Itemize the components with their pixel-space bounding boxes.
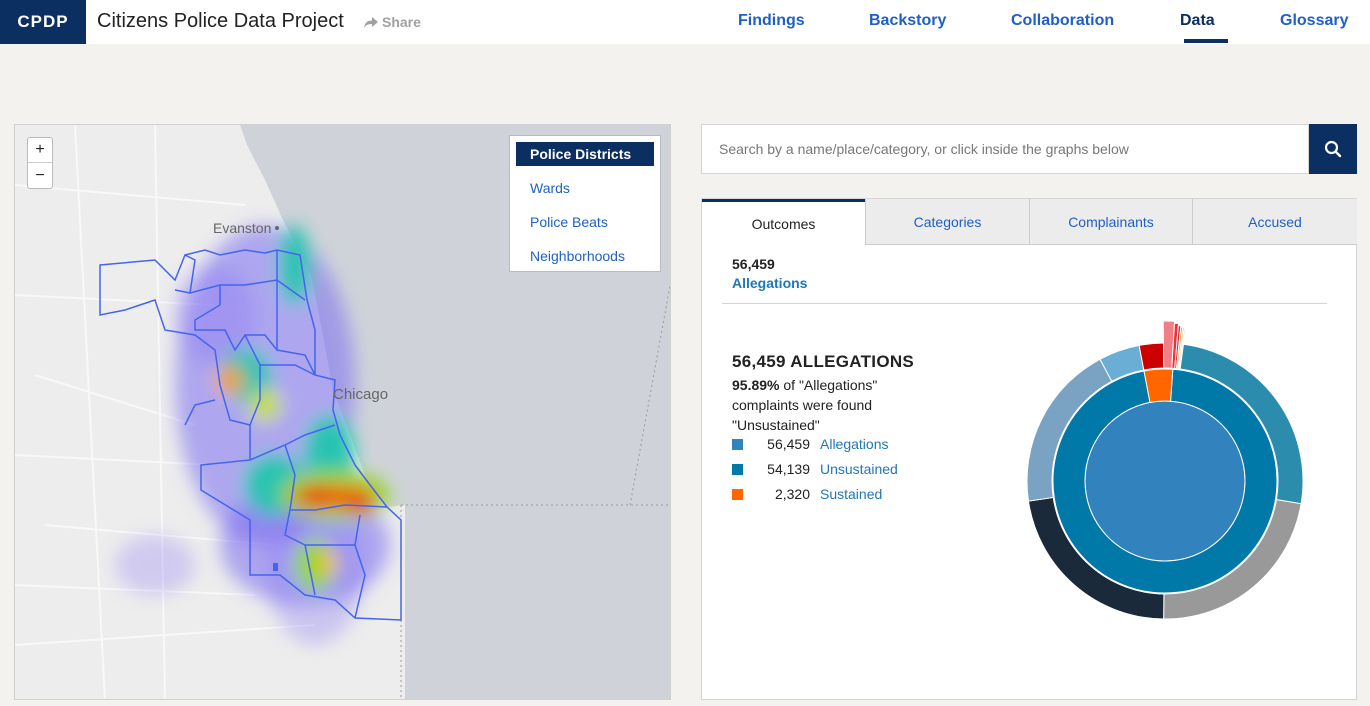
- divider: [722, 303, 1327, 304]
- legend-swatch: [732, 463, 743, 475]
- tab-categories[interactable]: Categories: [865, 199, 1029, 245]
- summary-percent: 95.89%: [732, 377, 780, 393]
- legend-unsustained[interactable]: 54,139 Unsustained: [732, 460, 898, 478]
- layer-police-beats[interactable]: Police Beats: [530, 214, 608, 230]
- nav-data[interactable]: Data: [1180, 12, 1215, 29]
- search-input[interactable]: [702, 125, 1308, 173]
- legend-swatch: [732, 488, 743, 500]
- nav-findings[interactable]: Findings: [738, 12, 805, 29]
- site-title[interactable]: Citizens Police Data Project: [97, 10, 344, 32]
- zoom-in-button[interactable]: +: [28, 138, 52, 163]
- sunburst-middle-sustained[interactable]: [1143, 368, 1174, 404]
- sunburst-outer-sustained-segment[interactable]: [1138, 342, 1165, 371]
- legend-sustained[interactable]: 2,320 Sustained: [732, 485, 882, 503]
- tab-accused[interactable]: Accused: [1192, 199, 1357, 245]
- chicago-label: Chicago: [333, 386, 389, 403]
- sunburst-chart[interactable]: [702, 199, 1358, 699]
- breadcrumb-label[interactable]: Allegations: [732, 275, 808, 291]
- share-arrow-icon: [364, 16, 378, 28]
- legend-value: 54,139: [767, 461, 810, 477]
- legend-name[interactable]: Sustained: [820, 486, 883, 502]
- outcomes-panel: Outcomes Categories Complainants Accused…: [701, 198, 1357, 700]
- search-button[interactable]: [1309, 124, 1357, 174]
- top-header: CPDP Citizens Police Data Project Share …: [0, 0, 1370, 44]
- legend-name[interactable]: Allegations: [820, 436, 889, 452]
- tab-outcomes[interactable]: Outcomes: [702, 199, 865, 245]
- summary-text: 95.89% of "Allegations" complaints were …: [732, 375, 912, 435]
- tab-complainants[interactable]: Complainants: [1029, 199, 1192, 245]
- nav-backstory[interactable]: Backstory: [869, 12, 947, 29]
- nav-collaboration[interactable]: Collaboration: [1011, 12, 1115, 29]
- legend-allegations[interactable]: 56,459 Allegations: [732, 435, 889, 453]
- layer-wards[interactable]: Wards: [530, 180, 570, 196]
- sunburst-center-allegations[interactable]: [1084, 400, 1246, 562]
- layer-police-districts[interactable]: Police Districts: [516, 142, 654, 166]
- legend-value: 2,320: [774, 486, 810, 502]
- zoom-out-button[interactable]: −: [35, 166, 45, 184]
- nav-glossary[interactable]: Glossary: [1280, 12, 1349, 29]
- evanston-dot: [275, 226, 279, 230]
- share-button[interactable]: Share: [364, 14, 421, 30]
- search-box: [701, 124, 1309, 174]
- legend-value: 56,459: [767, 436, 810, 452]
- sunburst-outer-sustained-segment[interactable]: [1178, 328, 1187, 370]
- sunburst-middle-unsustained[interactable]: [1052, 368, 1278, 594]
- breadcrumb-count: 56,459: [732, 256, 775, 272]
- search-icon: [1324, 140, 1342, 158]
- breadcrumb: 56,459 Allegations: [732, 256, 807, 291]
- nav-active-indicator: [1184, 39, 1228, 43]
- layer-neighborhoods[interactable]: Neighborhoods: [530, 248, 625, 264]
- share-label: Share: [382, 14, 421, 30]
- layer-selector: Police Districts Wards Police Beats Neig…: [509, 135, 661, 272]
- zoom-control: + −: [27, 137, 53, 189]
- evanston-label: Evanston: [213, 220, 272, 236]
- summary-title: 56,459 ALLEGATIONS: [732, 352, 915, 371]
- legend-swatch: [732, 438, 743, 450]
- district-boundaries: [99, 249, 402, 621]
- legend-name[interactable]: Unsustained: [820, 461, 898, 477]
- heatmap-map[interactable]: Evanston Chicago + − Police Districts Wa…: [14, 124, 671, 700]
- summary-description: of "Allegations" complaints were found "…: [732, 377, 878, 433]
- cpdp-logo[interactable]: CPDP: [0, 0, 86, 44]
